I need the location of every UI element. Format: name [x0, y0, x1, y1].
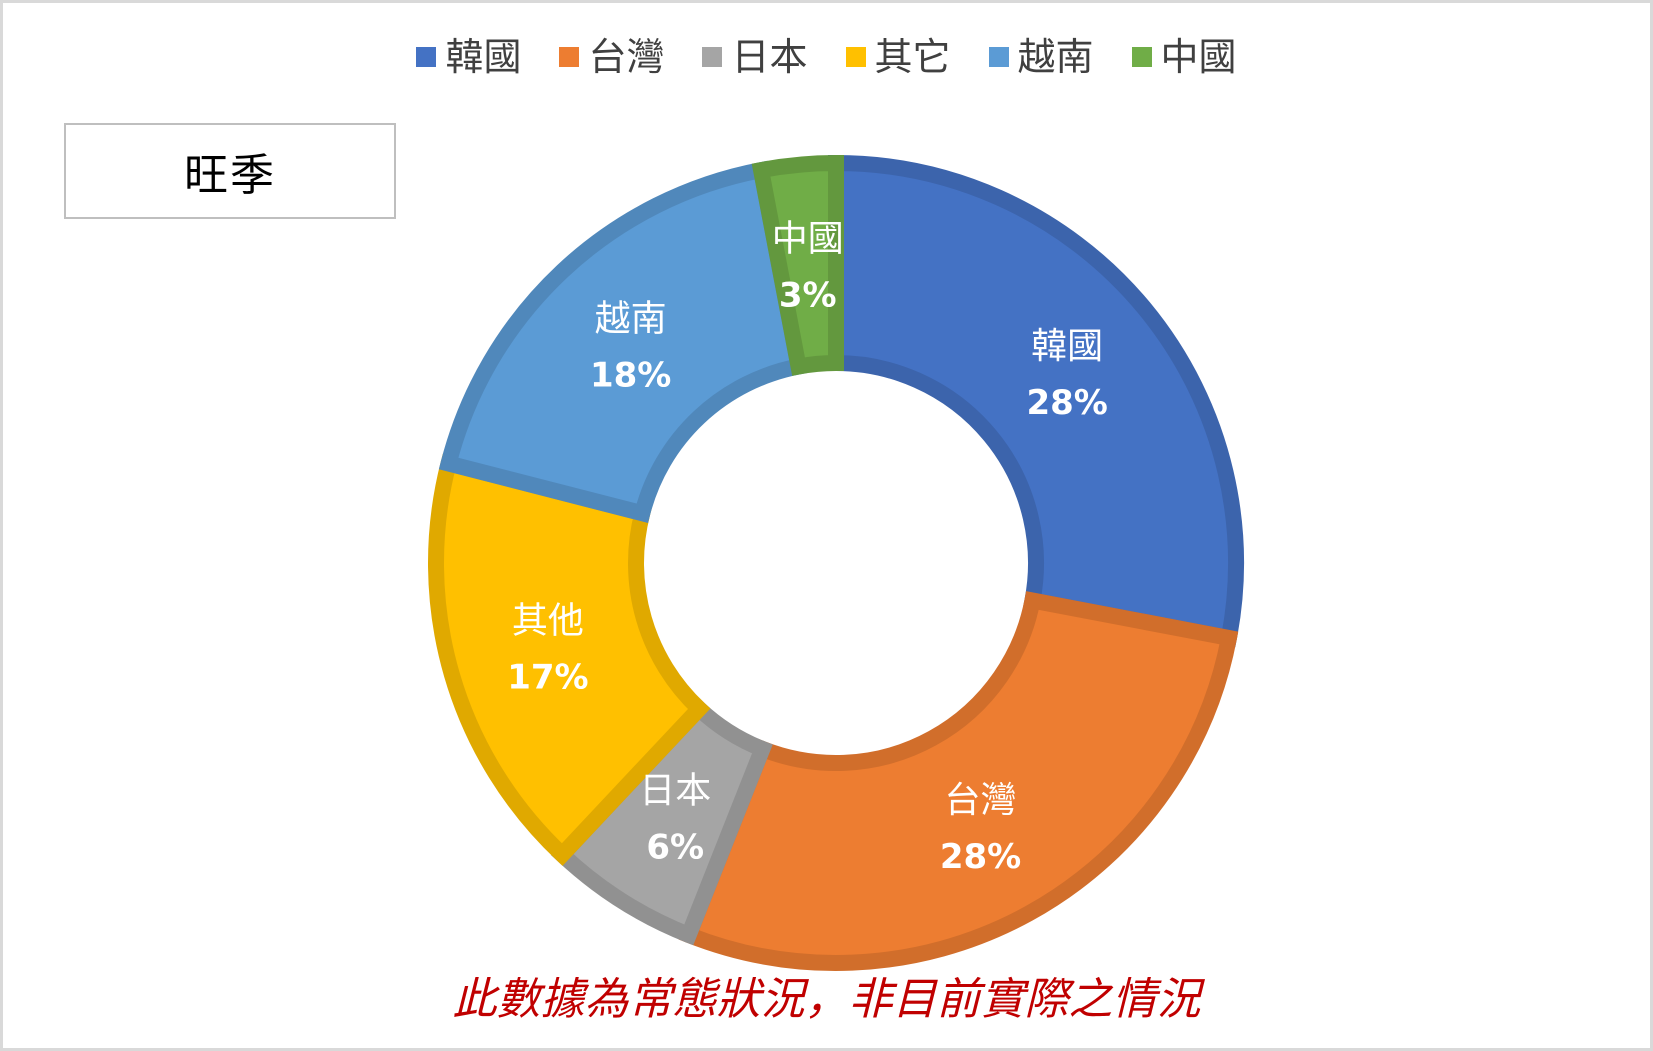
legend-label-korea: 韓國 [445, 35, 522, 79]
legend-label-other: 其它 [874, 35, 951, 79]
season-box: 旺季 [64, 123, 396, 219]
chart-legend: 韓國 台灣 日本 其它 越南 中國 [0, 38, 1653, 76]
legend-label-china: 中國 [1160, 35, 1237, 79]
slice-category-label-china: 中國 [772, 218, 844, 259]
disclaimer-note: 此數據為常態狀況，非目前實際之情況 [452, 974, 1201, 1025]
slice-value-label-taiwan: 28% [940, 837, 1021, 877]
legend-label-taiwan: 台灣 [588, 35, 665, 79]
legend-label-vietnam: 越南 [1017, 35, 1094, 79]
donut-slice-china [751, 154, 844, 376]
donut-slice-other [428, 453, 711, 866]
legend-swatch-taiwan [559, 47, 580, 67]
legend-swatch-china [1131, 47, 1152, 67]
legend-item-korea: 韓國 [416, 38, 521, 76]
legend-item-china: 中國 [1131, 35, 1237, 79]
season-label: 旺季 [184, 150, 276, 201]
slice-value-label-vietnam: 18% [590, 355, 671, 395]
slice-category-label-taiwan: 台灣 [945, 780, 1017, 821]
legend-item-other: 其它 [845, 35, 951, 79]
legend-label-japan: 日本 [731, 35, 808, 79]
slice-value-label-japan: 6% [646, 827, 704, 867]
legend-swatch-japan [702, 47, 723, 67]
donut-slices [428, 154, 1244, 971]
slice-category-label-vietnam: 越南 [595, 298, 667, 339]
donut-labels: 韓國 28% 台灣 28% 日本 6% 其他 17% 越南 18% 中國 3% [507, 218, 1108, 877]
slice-category-label-japan: 日本 [639, 770, 711, 811]
legend-swatch-other [845, 47, 866, 67]
legend-item-taiwan: 台灣 [559, 38, 664, 76]
donut-slice-korea [828, 154, 1244, 648]
legend-swatch-vietnam [988, 47, 1009, 67]
legend-item-japan: 日本 [702, 35, 808, 79]
slice-category-label-korea: 韓國 [1031, 326, 1103, 367]
legend-swatch-korea [416, 47, 437, 67]
slice-value-label-china: 3% [779, 275, 837, 315]
donut-slice-vietnam [438, 160, 808, 523]
legend-item-vietnam: 越南 [988, 35, 1094, 79]
slice-category-label-other: 其他 [512, 601, 584, 642]
slice-value-label-other: 17% [507, 658, 588, 698]
slice-value-label-korea: 28% [1026, 383, 1107, 423]
donut-slice-taiwan [678, 591, 1239, 971]
